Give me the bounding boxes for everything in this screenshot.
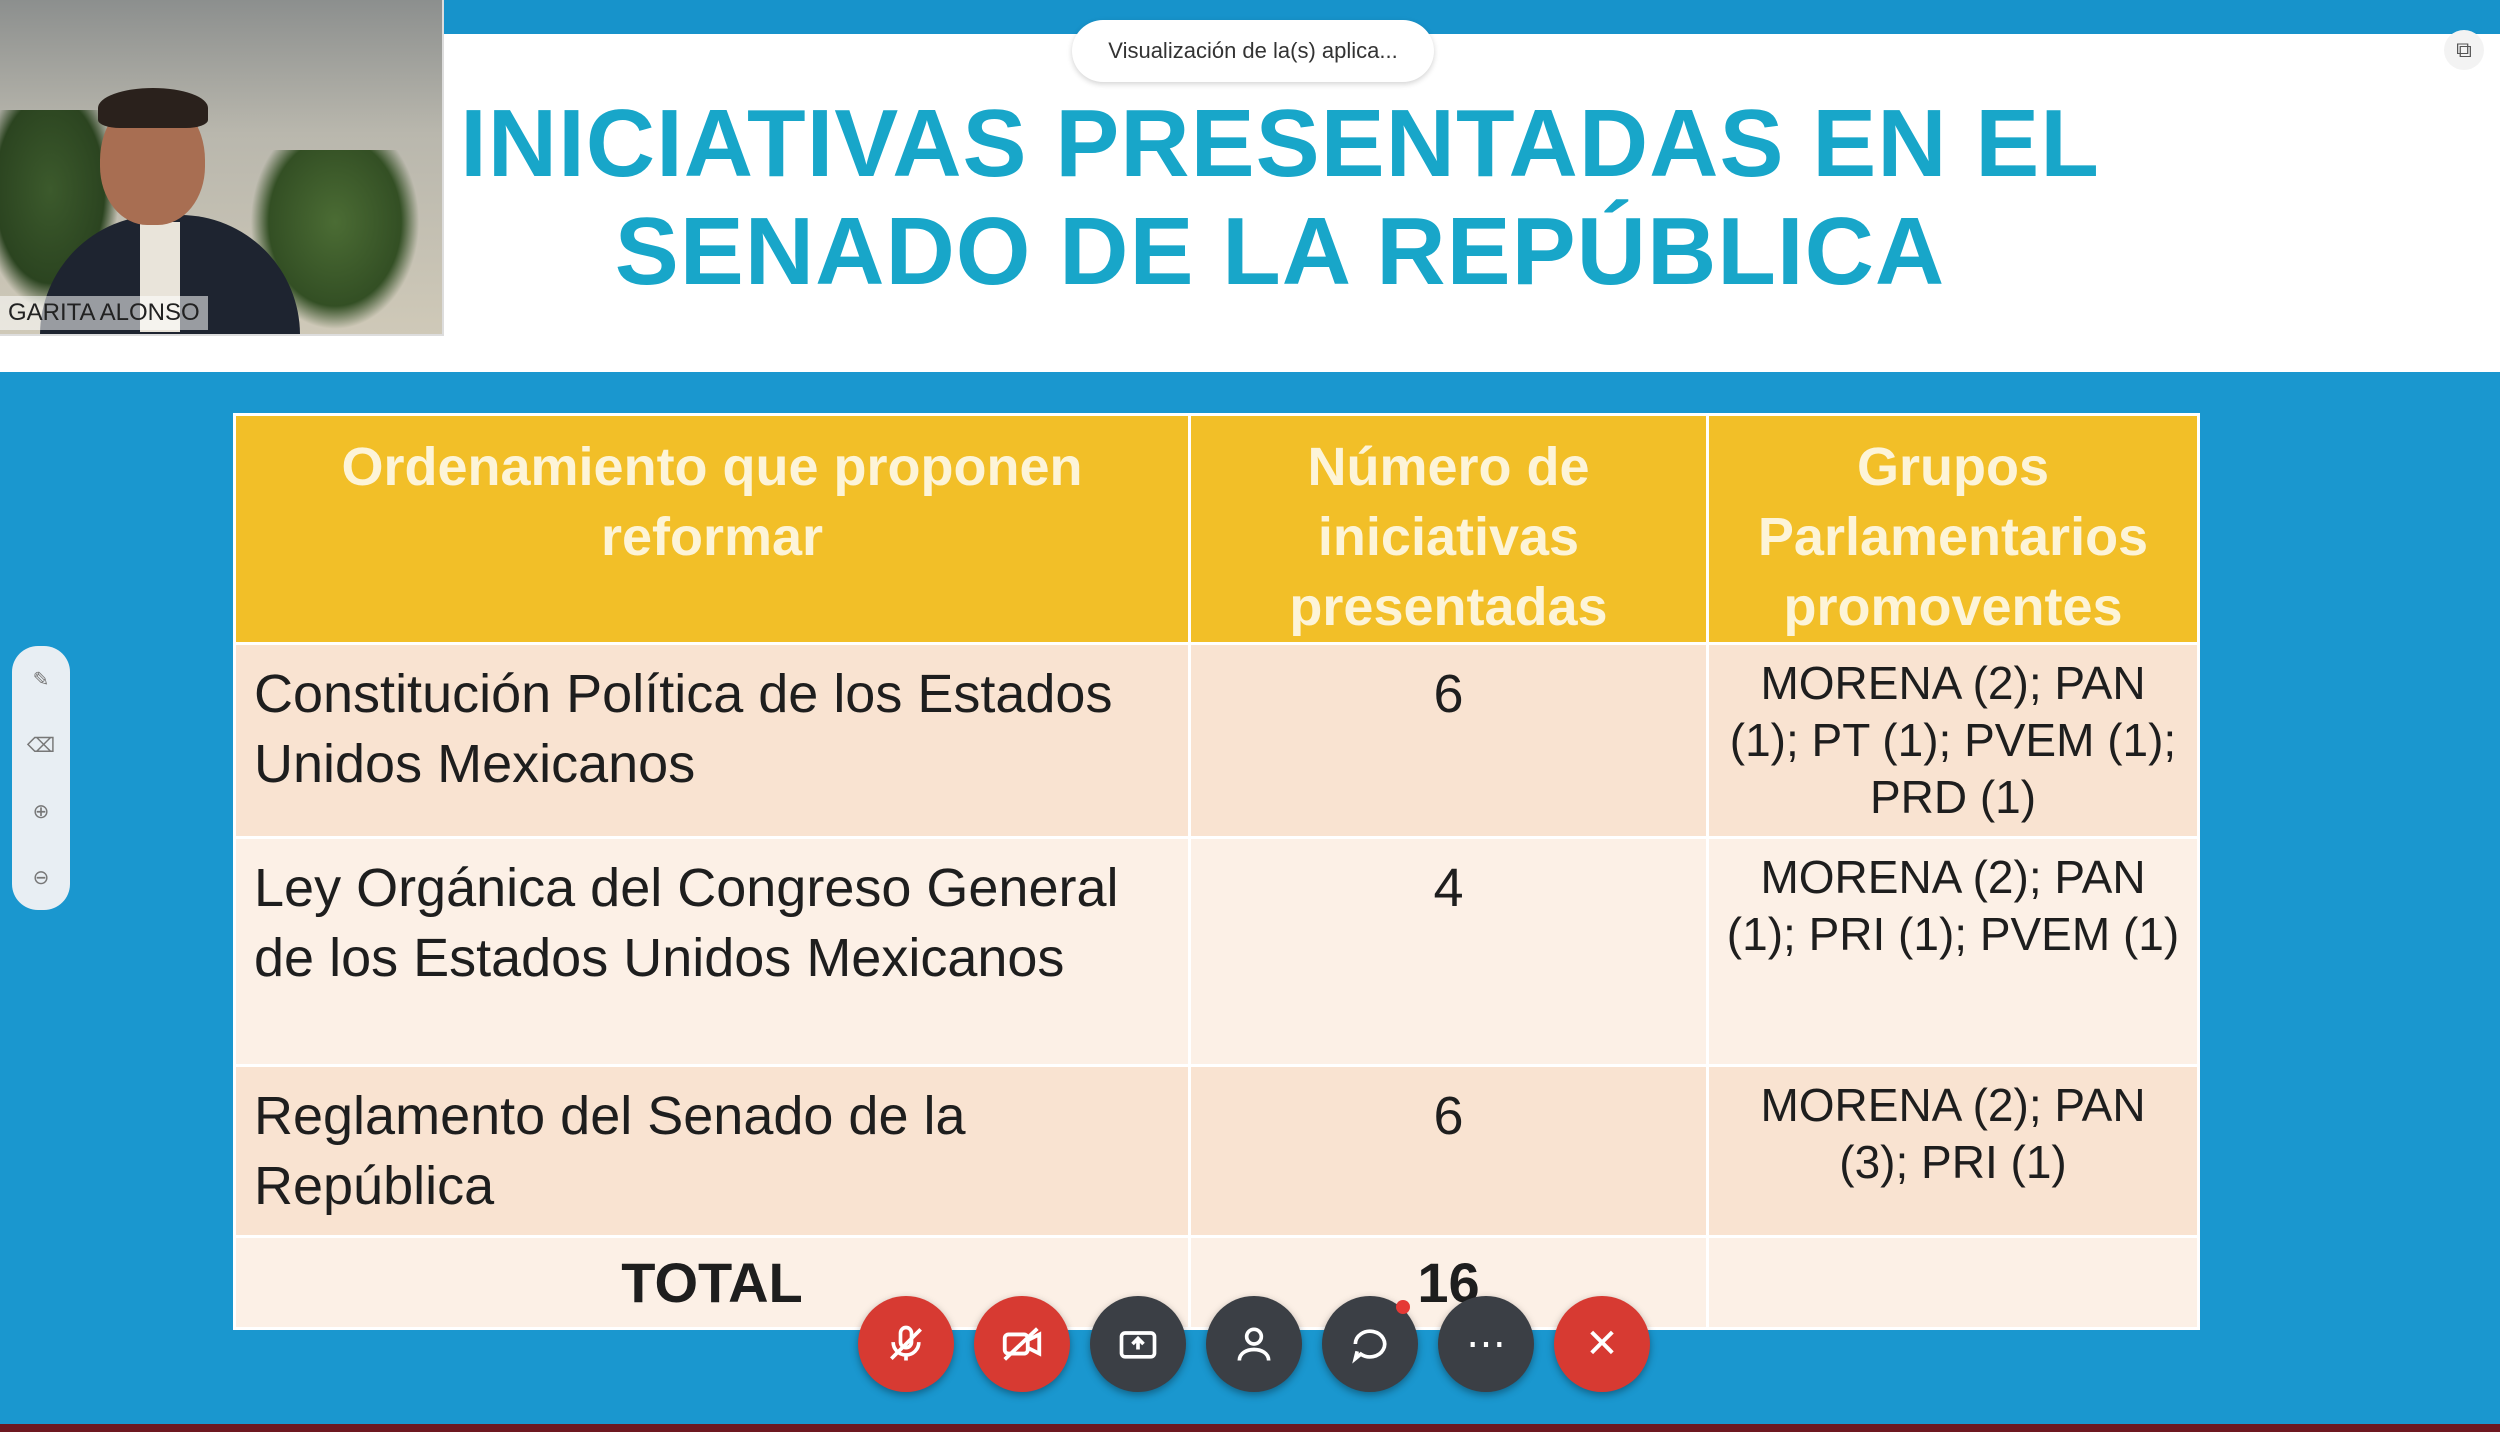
person-hair (98, 88, 208, 128)
table-total-row: TOTAL 16 (233, 1235, 2200, 1330)
table-row: Reglamento del Senado de la República 6 … (233, 1064, 2200, 1238)
meeting-controls: ⋯ ✕ (858, 1296, 1650, 1392)
table-header-row: Ordenamiento que proponen reformar Númer… (233, 413, 2200, 645)
slide-title: INICIATIVAS PRESENTADAS EN EL SENADO DE … (430, 90, 2130, 306)
total-grupos (1706, 1235, 2200, 1330)
sharing-indicator-label: Visualización de la(s) aplica... (1108, 38, 1398, 63)
header-numero: Número de iniciativas presentadas (1188, 413, 1709, 645)
cell-ordenamiento: Constitución Política de los Estados Uni… (233, 642, 1191, 839)
initiatives-table: Ordenamiento que proponen reformar Númer… (233, 413, 2200, 1330)
cell-numero: 6 (1188, 642, 1709, 839)
total-label: TOTAL (233, 1235, 1191, 1330)
header-ordenamiento: Ordenamiento que proponen reformar (233, 413, 1191, 645)
cell-numero: 4 (1188, 836, 1709, 1067)
header-grupos: Grupos Parlamentarios promoventes (1706, 413, 2200, 645)
popout-icon[interactable]: ⧉ (2444, 30, 2484, 70)
cell-numero: 6 (1188, 1064, 1709, 1238)
bottom-strip (0, 1424, 2500, 1432)
stop-video-icon[interactable] (974, 1296, 1070, 1392)
cell-ordenamiento: Ley Orgánica del Congreso General de los… (233, 836, 1191, 1067)
slide-title-line2: SENADO DE LA REPÚBLICA (614, 198, 1946, 305)
table-row: Constitución Política de los Estados Uni… (233, 642, 2200, 839)
share-screen-icon[interactable] (1090, 1296, 1186, 1392)
cell-ordenamiento: Reglamento del Senado de la República (233, 1064, 1191, 1238)
chat-notification-badge (1396, 1300, 1410, 1314)
sharing-indicator[interactable]: Visualización de la(s) aplica... (1072, 20, 1434, 82)
eraser-icon[interactable]: ⌫ (26, 734, 56, 757)
cell-grupos: MORENA (2); PAN (1); PT (1); PVEM (1); P… (1706, 642, 2200, 839)
mute-mic-icon[interactable] (858, 1296, 954, 1392)
cell-grupos: MORENA (2); PAN (3); PRI (1) (1706, 1064, 2200, 1238)
zoom-out-icon[interactable]: ⊖ (32, 866, 50, 889)
more-icon[interactable]: ⋯ (1438, 1296, 1534, 1392)
annotation-toolbar: ✎ ⌫ ⊕ ⊖ (12, 646, 70, 910)
cell-grupos: MORENA (2); PAN (1); PRI (1); PVEM (1) (1706, 836, 2200, 1067)
zoom-in-icon[interactable]: ⊕ (32, 800, 50, 823)
table-row: Ley Orgánica del Congreso General de los… (233, 836, 2200, 1067)
participant-video[interactable]: GARITA ALONSO (0, 0, 444, 336)
leave-icon[interactable]: ✕ (1554, 1296, 1650, 1392)
pen-icon[interactable]: ✎ (32, 668, 50, 691)
participant-name: GARITA ALONSO (0, 296, 208, 330)
slide-title-line1: INICIATIVAS PRESENTADAS EN EL (460, 90, 2100, 197)
participants-icon[interactable] (1206, 1296, 1302, 1392)
